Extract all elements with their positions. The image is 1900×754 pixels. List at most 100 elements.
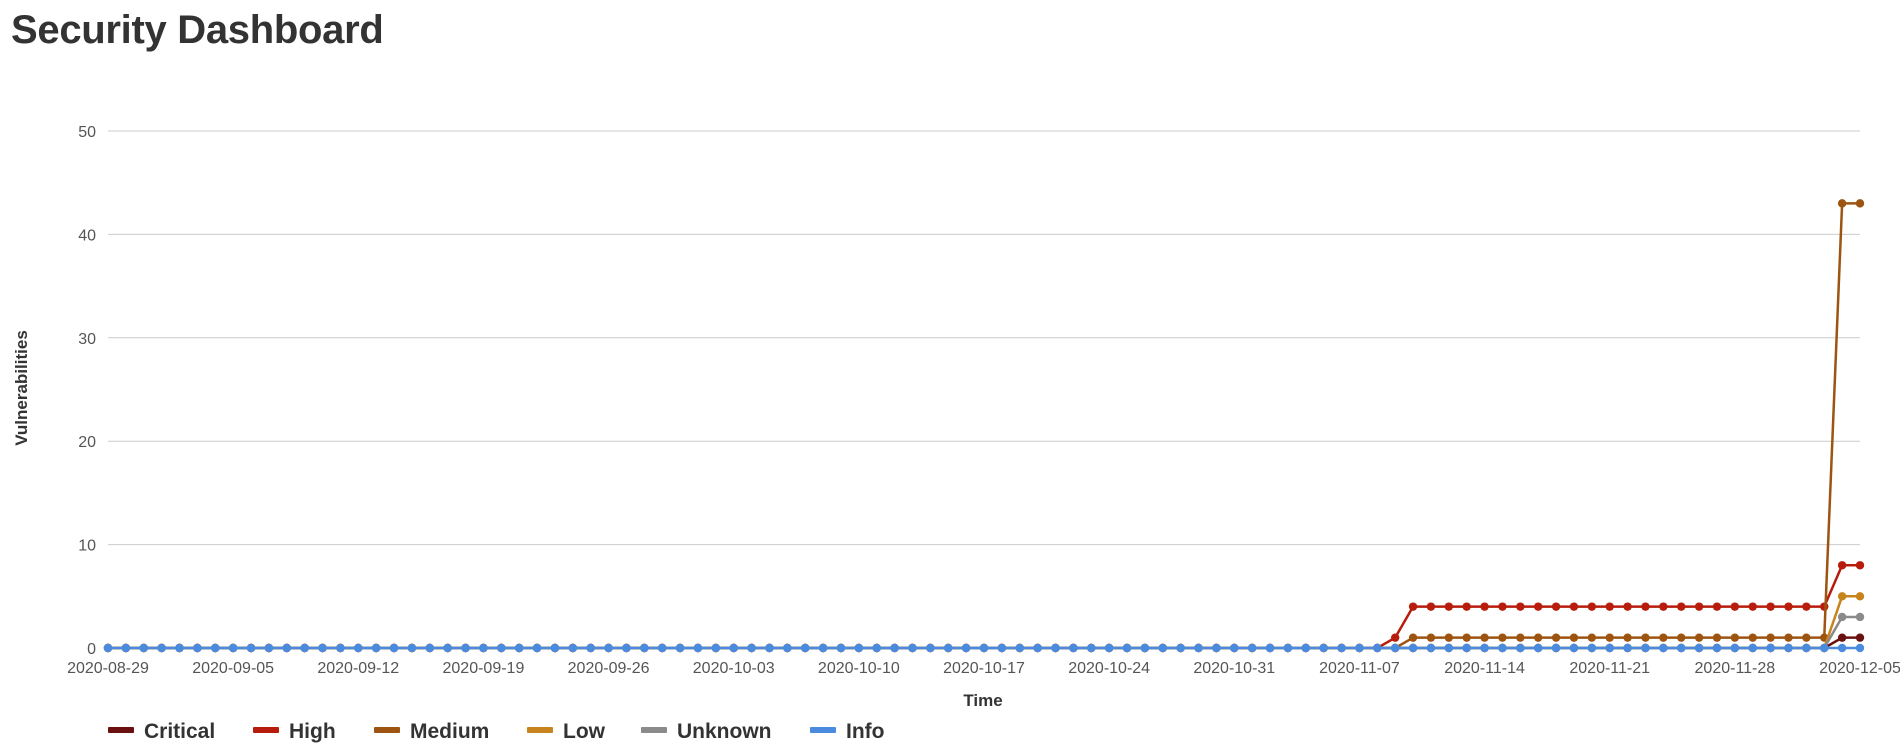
data-point-info (211, 643, 220, 653)
data-point-info (1498, 643, 1507, 653)
data-point-info (1712, 643, 1722, 653)
data-point-high (1444, 602, 1454, 611)
data-point-info (300, 643, 309, 653)
data-point-info (622, 643, 631, 653)
legend-item-low[interactable]: Low (527, 720, 606, 743)
data-point-info (1551, 643, 1561, 653)
data-point-info (818, 643, 828, 653)
data-point-info (443, 643, 452, 653)
data-point-info (1337, 643, 1346, 653)
data-point-info (1158, 643, 1167, 653)
series-info (103, 643, 1865, 653)
x-tick-label: 2020-11-28 (1695, 660, 1776, 677)
data-point-high (1802, 602, 1811, 611)
data-point-high (1748, 602, 1757, 611)
data-point-high (1730, 602, 1740, 611)
x-axis-title: Time (963, 691, 1002, 710)
data-point-info (1569, 643, 1579, 653)
data-point-medium (1712, 633, 1722, 642)
legend-label-high: High (289, 720, 336, 743)
data-point-info (264, 643, 274, 653)
data-point-info (693, 643, 703, 653)
data-point-info (979, 643, 989, 653)
data-point-info (997, 643, 1007, 653)
data-point-info (961, 643, 971, 653)
legend-swatch-medium (374, 727, 400, 733)
data-point-info (1855, 643, 1865, 653)
legend-item-critical[interactable]: Critical (108, 720, 215, 743)
data-point-high (1480, 602, 1489, 611)
data-point-info (425, 643, 434, 653)
x-tick-label: 2020-09-05 (192, 660, 274, 677)
x-tick-label: 2020-09-19 (443, 660, 525, 677)
data-point-medium (1462, 633, 1471, 642)
data-point-medium (1551, 633, 1561, 642)
legend[interactable]: Critical High Medium Low Unknown Info (108, 720, 884, 743)
data-point-info (479, 643, 488, 653)
data-point-medium (1605, 633, 1614, 642)
data-point-info (1480, 643, 1489, 653)
legend-swatch-high (253, 727, 279, 733)
x-tick-label: 2020-11-14 (1444, 660, 1525, 677)
data-point-high (1766, 602, 1775, 611)
data-point-info (157, 643, 166, 653)
y-tick-label: 40 (78, 227, 96, 244)
x-tick-label: 2020-08-29 (67, 660, 149, 677)
data-point-info (783, 643, 792, 653)
x-tick-label: 2020-10-31 (1193, 660, 1275, 677)
data-point-info (1659, 643, 1668, 653)
series-line-high (108, 564, 1860, 650)
legend-label-medium: Medium (410, 720, 489, 743)
legend-item-medium[interactable]: Medium (374, 720, 489, 743)
data-point-high (1659, 602, 1668, 611)
data-point-info (1802, 643, 1811, 653)
data-point-medium (1623, 633, 1632, 642)
data-point-info (1176, 643, 1185, 653)
data-point-low (1855, 592, 1865, 601)
data-point-info (1694, 643, 1704, 653)
data-point-medium (1569, 633, 1579, 642)
data-point-low (1837, 592, 1847, 601)
data-point-info (568, 643, 578, 653)
data-point-info (1230, 643, 1239, 653)
data-point-info (1301, 643, 1311, 653)
series-line-unknown (108, 615, 1860, 650)
series-low (103, 592, 1865, 653)
data-point-info (371, 643, 381, 653)
data-point-high (1516, 602, 1525, 611)
data-point-medium (1641, 633, 1650, 642)
x-tick-label: 2020-10-03 (693, 660, 775, 677)
y-tick-label: 10 (78, 538, 96, 555)
data-point-high (1569, 602, 1579, 611)
legend-swatch-critical (108, 727, 134, 733)
data-point-info (1641, 643, 1650, 653)
legend-item-high[interactable]: High (253, 720, 336, 743)
data-point-critical (1837, 633, 1847, 642)
data-point-high (1855, 561, 1865, 570)
data-point-info (193, 643, 202, 653)
data-point-info (514, 643, 524, 653)
x-tick-label: 2020-10-17 (943, 660, 1025, 677)
x-tick-label: 2020-11-07 (1319, 660, 1400, 677)
data-point-info (1820, 643, 1829, 653)
data-point-info (318, 643, 327, 653)
data-point-info (1265, 643, 1275, 653)
legend-swatch-unknown (641, 727, 667, 733)
legend-swatch-low (527, 727, 553, 733)
data-point-info (1212, 643, 1221, 653)
data-point-info (729, 643, 738, 653)
data-point-info (1033, 643, 1042, 653)
data-point-info (1194, 643, 1203, 653)
series-medium (103, 199, 1865, 653)
data-point-medium (1444, 633, 1454, 642)
legend-item-info[interactable]: Info (810, 720, 884, 743)
data-point-high (1694, 602, 1704, 611)
data-point-info (658, 643, 667, 653)
legend-item-unknown[interactable]: Unknown (641, 720, 772, 743)
data-point-info (1426, 643, 1436, 653)
data-point-medium (1498, 633, 1507, 642)
data-point-info (497, 643, 506, 653)
data-point-info (1408, 643, 1418, 653)
data-point-medium (1694, 633, 1704, 642)
